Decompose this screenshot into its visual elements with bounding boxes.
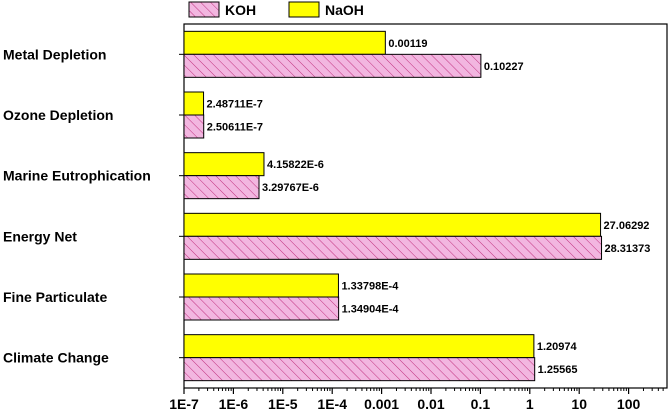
legend-label-naoh: NaOH xyxy=(325,2,364,18)
data-label-koh: 28.31373 xyxy=(605,243,651,255)
bar-koh xyxy=(183,357,536,382)
x-tick-label: 1E-6 xyxy=(219,396,249,412)
plot-area: Metal Depletion 0.00119 0.10227 Ozone Deple… xyxy=(3,23,668,412)
legend-swatch-koh xyxy=(188,1,220,18)
bar-naoh xyxy=(183,334,535,359)
category-label: Climate Change xyxy=(3,350,109,366)
bar-naoh xyxy=(183,30,386,55)
category-label: Marine Eutrophication xyxy=(3,168,151,184)
legend: KOH NaOH xyxy=(188,1,364,18)
bar-naoh xyxy=(183,91,205,116)
x-tick-label: 10 xyxy=(571,396,587,412)
data-label-koh: 2.50611E-7 xyxy=(207,122,263,134)
data-label-naoh: 4.15822E-6 xyxy=(267,159,324,171)
category-label: Metal Depletion xyxy=(3,46,106,62)
plot-frame xyxy=(183,23,668,389)
bar-koh xyxy=(183,53,482,78)
bar-naoh xyxy=(183,152,265,177)
data-label-koh: 3.29767E-6 xyxy=(262,182,319,194)
bar-naoh xyxy=(183,273,339,298)
bar-koh xyxy=(183,175,260,200)
category-label: Energy Net xyxy=(3,228,77,244)
bar-koh xyxy=(183,235,603,260)
x-tick-label: 1 xyxy=(526,396,534,412)
category-label: Ozone Depletion xyxy=(3,107,113,123)
category-label: Fine Particulate xyxy=(3,289,107,305)
x-tick-label: 1E-7 xyxy=(169,396,199,412)
data-label-koh: 0.10227 xyxy=(484,61,524,73)
data-label-koh: 1.34904E-4 xyxy=(342,304,400,316)
data-label-naoh: 27.06292 xyxy=(604,220,650,232)
bar-naoh xyxy=(183,212,602,237)
bar-koh xyxy=(183,114,205,139)
data-label-naoh: 2.48711E-7 xyxy=(207,99,263,111)
data-label-koh: 1.25565 xyxy=(538,364,578,376)
legend-label-koh: KOH xyxy=(225,2,256,18)
legend-swatch-naoh xyxy=(288,1,320,18)
x-tick-label: 100 xyxy=(617,396,641,412)
x-tick-label: 0.001 xyxy=(364,396,399,412)
data-label-naoh: 1.33798E-4 xyxy=(341,281,399,293)
x-tick-label: 1E-5 xyxy=(268,396,298,412)
x-tick-label: 0.01 xyxy=(417,396,444,412)
bar-koh xyxy=(183,296,340,321)
x-tick-label: 0.1 xyxy=(471,396,491,412)
data-label-naoh: 0.00119 xyxy=(388,38,427,50)
x-tick-label: 1E-4 xyxy=(317,396,347,412)
data-label-naoh: 1.20974 xyxy=(537,341,578,353)
